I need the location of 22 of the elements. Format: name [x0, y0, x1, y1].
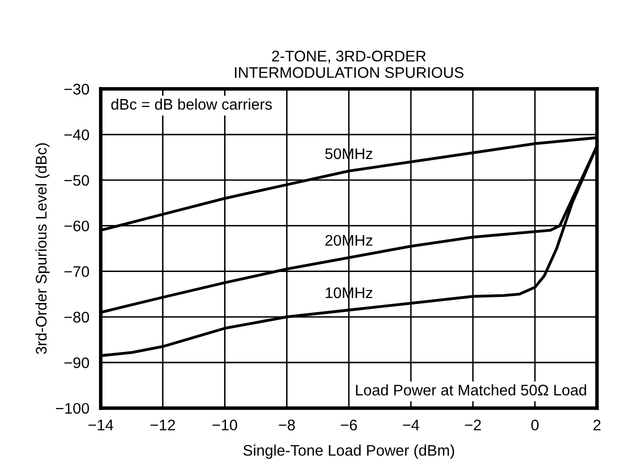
x-axis-title: Single-Tone Load Power (dBm) — [243, 444, 454, 459]
y-tick-label: −80 — [64, 312, 90, 323]
y-tick-label: −40 — [64, 129, 90, 140]
y-tick-label: −60 — [64, 220, 90, 232]
x-tick-label: 0 — [531, 420, 539, 430]
annotation: dBc = dB below carriers — [111, 98, 272, 110]
x-tick-label: −8 — [278, 420, 295, 430]
x-tick-label: −4 — [402, 420, 420, 430]
y-tick-label: −70 — [64, 266, 90, 277]
y-tick-label: −30 — [64, 84, 90, 95]
y-tick-label: −50 — [64, 174, 90, 186]
x-tick-label: −10 — [212, 420, 238, 430]
x-tick-label: −12 — [150, 420, 175, 430]
x-tick-label: −6 — [340, 420, 357, 430]
annotation: Load Power at Matched 50Ω Load — [356, 384, 586, 396]
y-tick-label: −90 — [64, 357, 90, 368]
x-tick-label: −2 — [464, 420, 481, 430]
chart-title: 2-TONE, 3RD-ORDER INTERMODULATION SPURIOUS — [234, 50, 464, 78]
x-tick-label: −14 — [88, 420, 114, 430]
x-tick-label: 2 — [594, 420, 600, 430]
y-axis-title: 3rd-Order Spurious Level (dBc) — [35, 143, 50, 354]
y-tick-label: −100 — [56, 402, 90, 414]
